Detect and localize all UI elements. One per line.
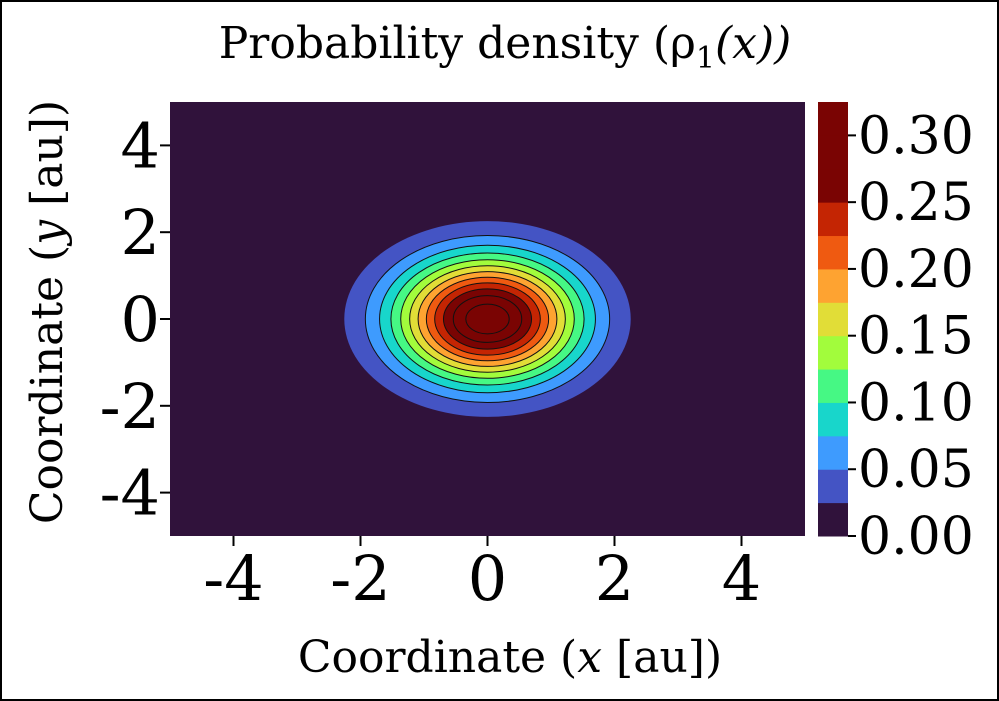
x-tick-label: 4 (722, 542, 761, 615)
colorbar (818, 102, 848, 537)
colorbar-tick-label: 0.25 (858, 173, 974, 233)
y-tick-label: 2 (121, 196, 160, 269)
colorbar-segment (818, 135, 848, 170)
colorbar-tick-label: 0.10 (858, 373, 974, 433)
contour-levels (344, 221, 631, 417)
y-axis-label: Coordinate (y [au]) (22, 100, 73, 524)
x-tick-label: -4 (203, 542, 263, 615)
x-axis-label: Coordinate (x [au]) (298, 632, 722, 683)
colorbar-segment (818, 435, 848, 470)
y-tick-label: -4 (100, 457, 160, 530)
colorbar-tick-label: 0.20 (858, 240, 974, 300)
colorbar-tick-label: 0.30 (858, 106, 974, 166)
colorbar-tick-label: 0.05 (858, 440, 974, 500)
x-tick-label: -2 (330, 542, 390, 615)
y-tick-label: 0 (121, 283, 160, 356)
x-tick-label: 0 (468, 542, 507, 615)
colorbar-segment (818, 202, 848, 237)
colorbar-segment (818, 102, 848, 136)
colorbar-segment (818, 335, 848, 370)
plot-area: -4 -2 0 2 4 4 2 0 -2 -4 (100, 102, 805, 615)
colorbar-segment (818, 502, 848, 537)
y-axis-ticks: 4 2 0 -2 -4 (100, 109, 170, 530)
colorbar-tick-label: 0.15 (858, 307, 974, 367)
colorbar-tick-label: 0.00 (858, 507, 974, 567)
colorbar-segment (818, 369, 848, 403)
colorbar-segment (818, 268, 848, 303)
y-tick-label: -2 (100, 370, 160, 443)
x-tick-label: 2 (595, 542, 634, 615)
y-tick-label: 4 (121, 109, 160, 182)
colorbar-ticks: 0.00 0.05 0.100.15 0.20 0.25 0.30 (848, 106, 974, 567)
colorbar-segment (818, 235, 848, 270)
chart-title: Probability density (ρ1(x)) (219, 18, 792, 76)
contour-level-12 (465, 303, 510, 335)
colorbar-segment (818, 168, 848, 203)
colorbar-segment (818, 402, 848, 437)
colorbar-segment (818, 302, 848, 337)
colorbar-segment (818, 469, 848, 504)
x-axis-ticks: -4 -2 0 2 4 (203, 536, 761, 615)
